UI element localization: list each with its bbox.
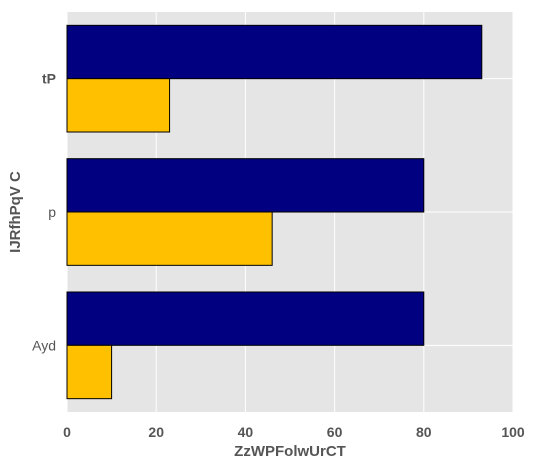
bars <box>66 24 483 400</box>
x-axis-label: ZzWPFolwUrCT <box>234 443 346 460</box>
y-tick-labels: tP p Ayd <box>32 71 56 354</box>
y-axis-label: IJRfhPqV C <box>7 171 24 253</box>
y-tick-label: Ayd <box>32 337 56 353</box>
x-tick-labels: 0 20 40 60 80 100 <box>63 424 525 440</box>
x-tick-label: 80 <box>416 424 432 440</box>
x-tick-label: 40 <box>238 424 254 440</box>
bar <box>66 158 425 213</box>
x-tick-label: 20 <box>148 424 164 440</box>
bar <box>66 78 171 133</box>
x-tick-label: 60 <box>327 424 343 440</box>
x-tick-label: 0 <box>63 424 71 440</box>
y-tick-label: tP <box>42 71 56 87</box>
bar <box>66 24 483 80</box>
bar <box>66 211 273 266</box>
bar <box>66 291 425 346</box>
y-tick-label: p <box>48 204 56 220</box>
x-tick-label: 100 <box>501 424 525 440</box>
bar <box>66 344 113 400</box>
